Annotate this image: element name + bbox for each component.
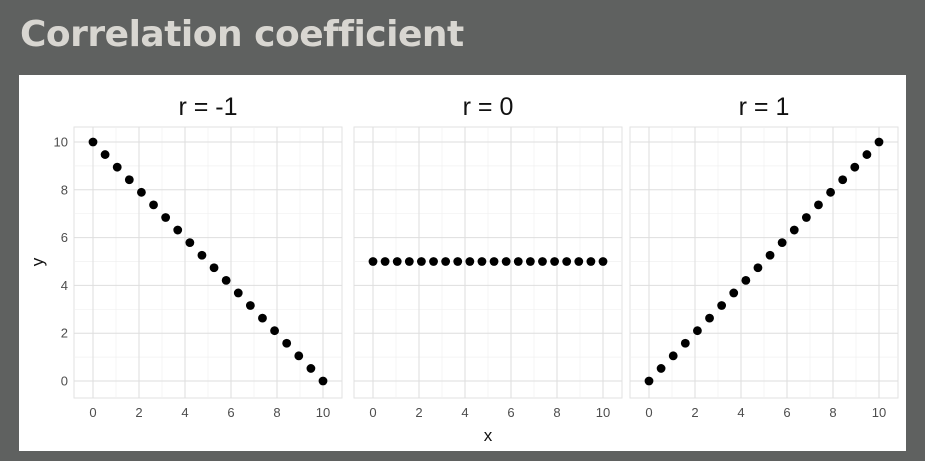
data-point [538, 257, 547, 266]
data-point [741, 275, 751, 285]
data-point [417, 257, 426, 266]
x-tick-label: 6 [507, 405, 514, 420]
facet-panel-3: r = 1 0 2 4 6 8 10 [629, 93, 899, 420]
data-point [392, 257, 402, 266]
x-axis-label: x [484, 426, 493, 445]
data-point [185, 238, 195, 248]
data-point [777, 238, 787, 248]
x-tick-label: 4 [181, 405, 188, 420]
data-point [862, 150, 872, 159]
data-point [306, 364, 316, 373]
data-point [149, 200, 158, 210]
data-point [233, 288, 243, 298]
facet-title: r = -1 [178, 93, 237, 121]
data-point [644, 376, 654, 386]
data-point [586, 257, 596, 266]
facet-panel-1: r = -1 0 2 4 6 8 10 [73, 93, 343, 420]
data-point [826, 187, 835, 197]
data-point [753, 263, 763, 273]
data-point [197, 250, 207, 260]
y-tick-label: 6 [61, 230, 68, 245]
data-point [221, 275, 231, 285]
data-point [729, 288, 739, 298]
data-point [705, 313, 714, 323]
data-point [656, 364, 666, 373]
x-tick-label: 4 [737, 405, 744, 420]
data-point [258, 313, 267, 323]
data-point [270, 326, 279, 336]
data-point [789, 225, 799, 235]
data-point [88, 137, 98, 147]
data-point [404, 257, 414, 266]
data-point [562, 257, 572, 266]
y-tick-label: 8 [61, 182, 68, 197]
data-point [294, 351, 304, 361]
data-point [574, 257, 584, 266]
slide-title: Correlation coefficient [20, 14, 464, 55]
data-point [874, 137, 884, 147]
data-point [680, 338, 690, 348]
data-point [453, 257, 463, 266]
data-point [477, 257, 487, 266]
x-tick-label: 10 [596, 405, 610, 420]
x-tick-label: 0 [89, 405, 96, 420]
data-point [489, 257, 499, 266]
data-point [112, 162, 122, 172]
facet-panel-2: r = 0 0 2 4 6 8 10 [353, 93, 623, 420]
x-tick-label: 10 [872, 405, 886, 420]
x-tick-label: 6 [227, 405, 234, 420]
data-point [501, 257, 511, 266]
data-point [368, 257, 378, 266]
y-tick-label: 4 [61, 278, 68, 293]
y-tick-label: 2 [61, 326, 68, 341]
data-point [838, 175, 848, 185]
chart-card: r = -1 0 2 4 6 8 10 r = 0 0 2 4 6 8 10 r = 1 0 2 4 6 8 10 0 2 4… [19, 75, 906, 451]
data-point [100, 150, 110, 159]
x-tick-label: 6 [783, 405, 790, 420]
data-point [765, 250, 775, 260]
data-point [513, 257, 523, 266]
data-point [137, 187, 146, 197]
y-tick-label: 0 [61, 374, 68, 389]
y-axis-label: y [28, 257, 47, 266]
faceted-scatter-chart: r = -1 0 2 4 6 8 10 r = 0 0 2 4 6 8 10 r = 1 0 2 4 6 8 10 0 2 4… [28, 93, 899, 445]
x-tick-label: 2 [691, 405, 698, 420]
data-point [598, 257, 608, 266]
data-point [318, 376, 328, 386]
x-tick-label: 8 [273, 405, 280, 420]
x-tick-label: 0 [369, 405, 376, 420]
data-point [717, 301, 727, 310]
data-point [173, 225, 183, 235]
data-point [441, 257, 451, 266]
data-point [850, 162, 860, 172]
data-point [668, 351, 678, 361]
data-point [693, 326, 702, 336]
data-point [209, 263, 219, 273]
x-tick-label: 2 [135, 405, 142, 420]
data-point [465, 257, 475, 266]
data-point [245, 301, 255, 310]
data-point [801, 213, 811, 222]
facet-title: r = 1 [739, 93, 790, 121]
x-tick-label: 8 [829, 405, 836, 420]
x-tick-label: 4 [461, 405, 468, 420]
data-point [380, 257, 390, 266]
facet-title: r = 0 [463, 93, 514, 121]
data-point [282, 338, 292, 348]
x-tick-label: 8 [553, 405, 560, 420]
x-tick-label: 2 [415, 405, 422, 420]
data-point [161, 213, 171, 222]
data-point [550, 257, 559, 266]
x-tick-label: 0 [645, 405, 652, 420]
y-tick-label: 10 [54, 135, 68, 150]
x-tick-label: 10 [316, 405, 330, 420]
data-point [525, 257, 535, 266]
data-point [429, 257, 438, 266]
data-point [124, 175, 134, 185]
data-point [814, 200, 823, 210]
